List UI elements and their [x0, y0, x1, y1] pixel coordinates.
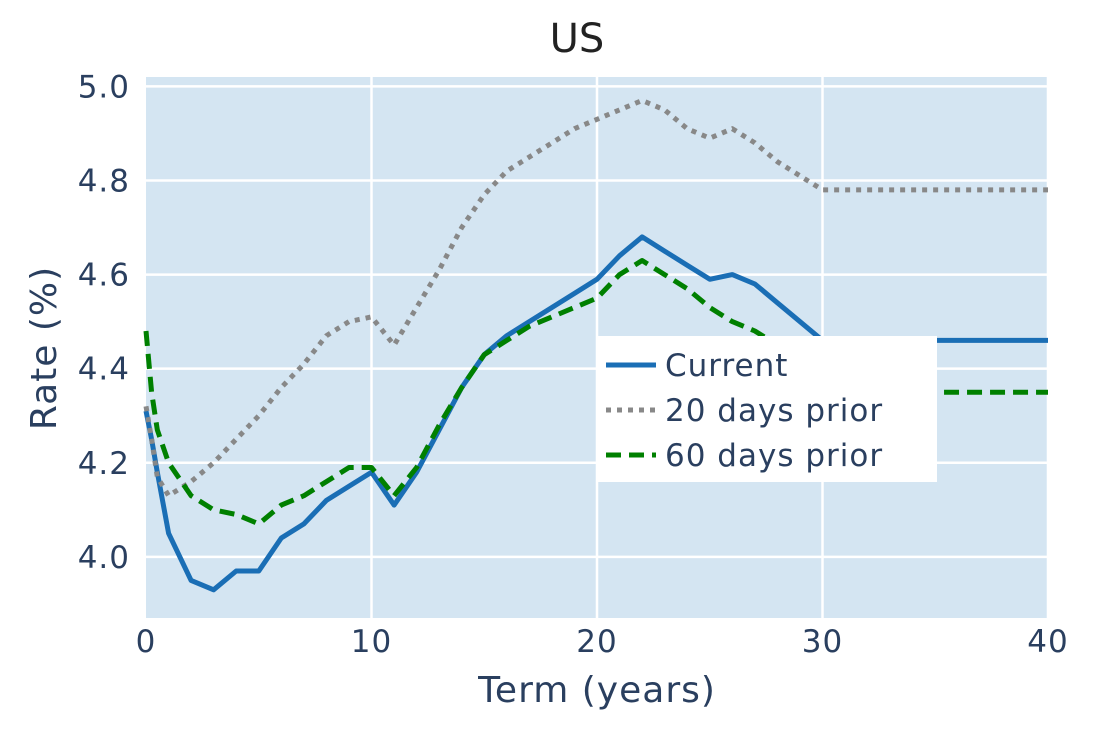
x-tick-label: 20: [576, 624, 617, 660]
legend-label-current: Current: [665, 348, 788, 384]
chart-title: US: [550, 16, 605, 62]
x-tick-label: 40: [1027, 624, 1068, 660]
y-tick-label: 4.4: [78, 352, 130, 388]
legend-label-20-days-prior: 20 days prior: [665, 393, 883, 429]
series-lines: [143, 98, 1048, 593]
y-tick-label: 4.8: [78, 163, 130, 199]
y-tick-label: 4.0: [78, 540, 130, 576]
y-axis-title: Rate (%): [24, 266, 65, 430]
y-tick-label: 5.0: [78, 69, 130, 105]
x-axis-title: Term (years): [477, 670, 716, 711]
series-line-60-days-prior: [143, 258, 1048, 527]
tick-labels: 0 10 20 30 40 4.0 4.2 4.4 4.6 4.8 5.0: [78, 69, 1068, 660]
y-tick-label: 4.6: [78, 258, 130, 294]
legend-label-60-days-prior: 60 days prior: [665, 438, 883, 474]
x-tick-label: 0: [136, 624, 157, 660]
x-tick-label: 10: [351, 624, 392, 660]
x-tick-label: 30: [802, 624, 843, 660]
y-tick-label: 4.2: [78, 446, 130, 482]
legend: Current 20 days prior 60 days prior: [597, 336, 937, 482]
